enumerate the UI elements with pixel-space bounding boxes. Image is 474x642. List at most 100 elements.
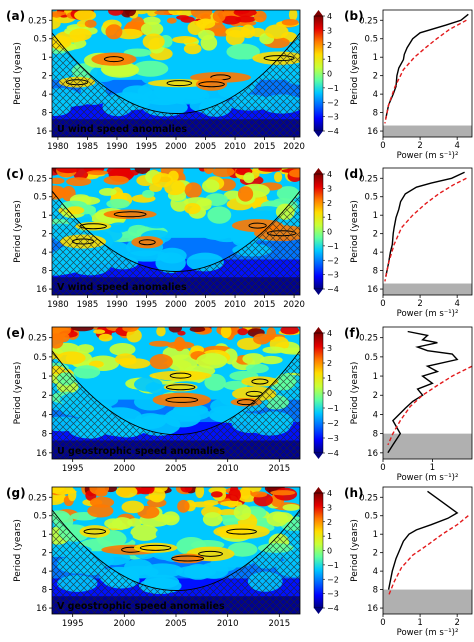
y-tick-label: 0.25: [28, 16, 47, 26]
colorbar-tick-label: −3: [327, 271, 339, 280]
x-tick-label: 1995: [62, 464, 84, 474]
y-tick-label: 1: [42, 53, 47, 63]
power-blob: [213, 524, 270, 540]
colorbar: [313, 492, 324, 609]
significance-contour: [103, 56, 124, 63]
x-tick-label: 2020: [283, 142, 305, 152]
y-tick-label: 4: [42, 410, 47, 420]
power-blob: [172, 36, 198, 44]
power-blob: [123, 48, 152, 57]
y-tick-label: 1: [373, 53, 378, 63]
power-blob: [116, 28, 143, 40]
power-blob: [189, 327, 206, 333]
y-tick-label: 2: [42, 549, 47, 559]
y-tick-label: 2: [373, 391, 378, 401]
global-wavelet-panel-0: [382, 9, 473, 138]
panel-label-0b: (b): [344, 9, 364, 23]
power-blob: [144, 487, 155, 494]
x-tick-label: 2000: [114, 619, 136, 629]
power-blob: [280, 327, 300, 335]
power-blob: [108, 222, 129, 233]
significance-contour: [165, 396, 199, 403]
power-blob: [127, 518, 143, 527]
x-tick-label: 2: [417, 141, 422, 151]
power-blob: [184, 182, 202, 199]
power-blob: [166, 17, 177, 24]
x-tick-label: 1: [417, 618, 422, 628]
significance-contour: [83, 528, 107, 535]
cone-of-influence-edge: [52, 32, 300, 114]
power-blob: [108, 10, 124, 16]
power-blob: [115, 487, 138, 498]
power-blob: [195, 77, 228, 91]
y-tick-label: 0.5: [33, 193, 47, 203]
colorbar-tick-label: 4: [327, 489, 332, 498]
colorbar-tick-label: 0: [327, 547, 332, 556]
panel-annotation: U geostrophic speed anomalies: [57, 446, 225, 457]
significance-contour: [113, 211, 147, 218]
colorbar-tick-label: 3: [327, 184, 332, 193]
x-tick-label: 1990: [106, 142, 128, 152]
significance-contour: [166, 80, 193, 87]
power-blob: [152, 392, 211, 408]
cone-of-influence-hatch: [52, 190, 300, 295]
coi-shaded-region: [383, 283, 472, 295]
power-blob: [223, 380, 248, 391]
x-tick-label: 1985: [77, 142, 99, 152]
red-noise-spectrum-line: [384, 177, 467, 282]
y-tick-label: 1: [42, 530, 47, 540]
y-tick-label: 0.5: [33, 353, 47, 363]
power-blob: [133, 542, 178, 553]
global-wavelet-frame: [382, 326, 473, 460]
power-blob: [202, 512, 223, 527]
power-blob: [98, 333, 113, 342]
x-tick-label: 0: [380, 618, 385, 628]
colorbar-bottom-arrow: [314, 453, 323, 459]
panel-label-3b: (h): [344, 486, 364, 500]
x-tick-label: 2015: [254, 142, 276, 152]
power-blob: [161, 511, 180, 526]
y-tick-label: 2: [373, 549, 378, 559]
y-tick-label: 4: [373, 567, 378, 577]
power-blob: [52, 11, 67, 16]
power-blob: [84, 19, 97, 28]
x-tick-label: 1995: [136, 300, 158, 310]
x-tick-label: 2015: [254, 300, 276, 310]
power-blob: [243, 172, 255, 184]
power-blob: [199, 18, 212, 24]
global-wavelet-panel-2: [382, 326, 473, 460]
power-blob: [220, 500, 243, 507]
y-tick-label: 0.5: [33, 35, 47, 45]
power-blob: [198, 221, 230, 240]
heatmap-panel-0: [51, 9, 301, 138]
power-blob: [175, 57, 199, 69]
power-blob: [89, 487, 110, 495]
power-blob: [98, 188, 117, 196]
x-tick-label: 1980: [47, 300, 69, 310]
power-blob: [155, 252, 186, 274]
x-tick-label: 2000: [165, 300, 187, 310]
y-tick-label: 8: [373, 109, 378, 119]
y-tick-label: 0.5: [33, 512, 47, 522]
power-blob: [195, 487, 205, 499]
power-blob: [130, 524, 159, 541]
power-blob: [281, 18, 299, 26]
y-tick-label: 0.25: [359, 16, 378, 26]
y-tick-label: 16: [367, 449, 378, 459]
power-blob: [228, 488, 241, 502]
power-blob: [241, 376, 279, 387]
x-tick-label: 2010: [217, 464, 239, 474]
power-blob: [259, 355, 283, 365]
x-tick-label: 2000: [114, 464, 136, 474]
panel-label-2a: (e): [6, 326, 25, 340]
global-wavelet-frame: [382, 167, 473, 296]
x-axis-label: Power (m s⁻¹)²: [397, 309, 459, 319]
significance-contour: [248, 222, 267, 229]
y-tick-label: 1: [42, 372, 47, 382]
significance-contour: [198, 81, 225, 88]
cone-of-influence-hatch: [52, 32, 300, 137]
panel-label-0a: (a): [6, 9, 25, 23]
power-blob: [177, 499, 190, 513]
power-blob: [93, 329, 106, 334]
y-tick-label: 2: [373, 72, 378, 82]
